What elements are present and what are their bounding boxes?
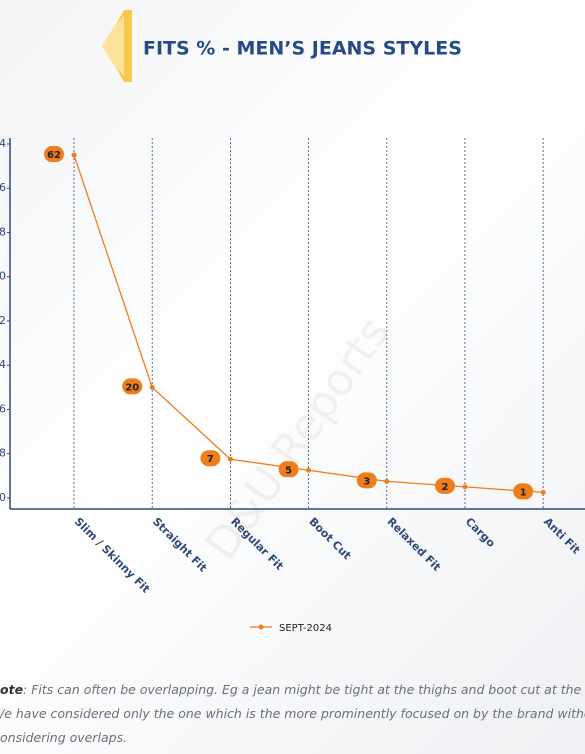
x-tick-label: Relaxed Fit <box>385 515 444 574</box>
data-label: 1 <box>520 487 527 498</box>
data-label-bg <box>200 450 221 467</box>
point <box>462 484 468 490</box>
note-line: /e have considered only the one which is… <box>0 706 585 721</box>
point <box>149 384 155 390</box>
y-tick-label: 64 <box>0 137 6 150</box>
chart-title: FITS % - MEN’S JEANS STYLES <box>143 38 462 60</box>
data-label-bg <box>513 483 534 500</box>
data-label-bg <box>44 146 64 163</box>
y-tick-label: 40 <box>0 270 6 283</box>
data-label-bg <box>122 378 143 395</box>
y-tick-label: 32 <box>0 314 6 327</box>
point <box>306 467 312 473</box>
data-label: 2 <box>442 482 449 493</box>
x-tick-label: Boot Cut <box>306 515 353 562</box>
note-text: : Fits can often be overlapping. Eg a je… <box>23 682 585 697</box>
data-label: 62 <box>47 150 61 161</box>
data-label-bg <box>356 472 377 489</box>
point <box>540 489 546 495</box>
data-label-bg <box>435 477 455 494</box>
y-tick-label: 8 <box>0 447 6 460</box>
legend-label: SEPT-2024 <box>279 623 332 634</box>
y-tick-label: 16 <box>0 402 6 415</box>
y-tick-label: 24 <box>0 358 6 371</box>
point <box>227 456 233 462</box>
note-prefix: ote <box>0 682 24 697</box>
data-label: 5 <box>285 465 292 476</box>
y-tick-label: 48 <box>0 225 6 238</box>
data-label: 3 <box>363 476 370 487</box>
x-tick-label: Cargo <box>463 515 498 550</box>
note-line: ote: Fits can often be overlapping. Eg a… <box>0 682 585 697</box>
x-tick-label: Straight Fit <box>150 515 209 574</box>
point <box>384 478 390 484</box>
title-icon-inner <box>102 16 124 76</box>
legend-marker <box>258 624 264 630</box>
x-tick-label: Anti Fit <box>541 515 583 557</box>
watermark: D&U Reports <box>196 308 400 569</box>
data-label: 20 <box>125 382 139 393</box>
point <box>71 152 77 158</box>
y-tick-label: 56 <box>0 181 6 194</box>
note-line: onsidering overlaps. <box>0 730 128 745</box>
x-tick-label: Slim / Skinny Fit <box>72 515 152 595</box>
data-label: 7 <box>207 454 214 465</box>
data-label-bg <box>278 461 299 478</box>
y-tick-label: 0 <box>0 491 6 504</box>
